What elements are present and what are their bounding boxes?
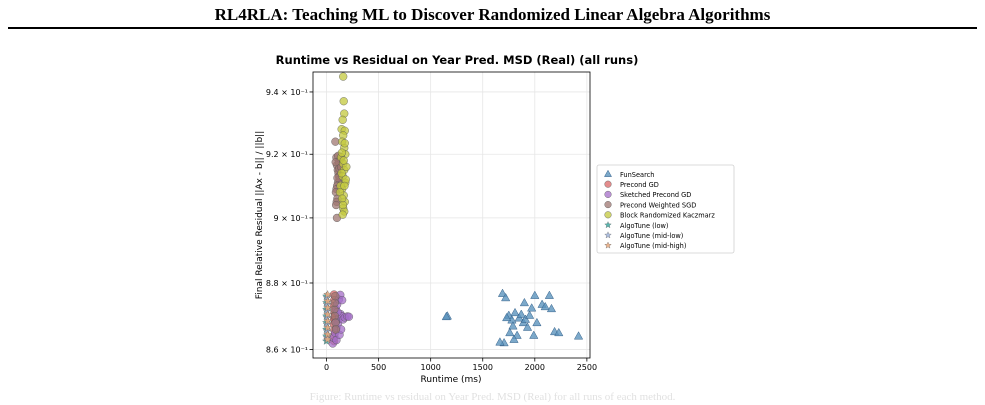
- data-point: [519, 297, 530, 307]
- x-tick-label: 2500: [577, 363, 597, 372]
- data-point: [501, 292, 511, 302]
- y-axis-ticks: 8.6 × 10⁻¹ 8.8 × 10⁻¹ 9 × 10⁻¹ 9.2 × 10⁻¹ 9.…: [266, 88, 313, 355]
- y-tick-label: 8.8 × 10⁻¹: [266, 279, 308, 288]
- y-tick-label: 8.6 × 10⁻¹: [266, 346, 308, 355]
- data-point: [508, 321, 518, 330]
- header-rule: [8, 27, 977, 29]
- legend-label: FunSearch: [620, 171, 654, 179]
- legend-marker: [604, 169, 612, 177]
- legend-label: Block Randomized Kaczmarz: [620, 212, 715, 220]
- data-point: [331, 292, 340, 301]
- plot-area: [312, 71, 591, 359]
- data-point: [337, 148, 347, 157]
- y-axis-label: Final Relative Residual ||Ax - b|| / ||b…: [255, 131, 265, 300]
- data-point: [505, 327, 515, 337]
- data-points: [322, 72, 584, 348]
- legend-marker: [604, 180, 612, 188]
- data-point: [339, 72, 348, 81]
- data-point: [323, 290, 332, 299]
- data-point: [323, 335, 332, 344]
- legend-label: Sketched Precond GD: [620, 191, 691, 199]
- legend-label: Precond GD: [620, 181, 659, 189]
- data-point: [510, 307, 520, 317]
- data-point: [509, 334, 519, 343]
- data-point: [497, 288, 508, 297]
- data-point: [540, 301, 550, 311]
- legend-marker: [604, 190, 612, 198]
- data-point: [532, 317, 542, 327]
- x-axis-label: Runtime (ms): [421, 375, 482, 385]
- x-axis-ticks: 0 500 1000 1500 2000 2500: [324, 358, 597, 372]
- gridlines: [313, 72, 590, 358]
- y-tick-label: 9.2 × 10⁻¹: [266, 150, 308, 159]
- legend-label: AlgoTune (mid-low): [620, 232, 683, 240]
- data-point: [340, 139, 349, 148]
- x-tick-label: 0: [324, 363, 329, 372]
- data-point: [516, 309, 526, 318]
- data-point: [554, 327, 564, 337]
- data-point: [331, 325, 341, 334]
- data-point: [337, 169, 346, 178]
- figure-caption: Figure: Runtime vs residual on Year Pred…: [309, 391, 676, 403]
- data-point: [573, 331, 584, 340]
- legend-marker: [604, 211, 612, 219]
- data-point: [323, 316, 332, 325]
- data-point: [338, 115, 347, 124]
- legend-marker: [604, 201, 612, 209]
- x-tick-label: 500: [371, 363, 386, 372]
- data-point: [524, 310, 535, 319]
- chart-title: Runtime vs Residual on Year Pred. MSD (R…: [276, 53, 639, 67]
- data-point: [441, 311, 451, 321]
- paper-header: RL4RLA: Teaching ML to Discover Randomiz…: [0, 0, 985, 30]
- paper-title: RL4RLA: Teaching ML to Discover Randomiz…: [214, 5, 771, 24]
- data-point: [527, 303, 537, 312]
- data-point: [344, 312, 354, 321]
- y-tick-label: 9 × 10⁻¹: [274, 214, 309, 223]
- data-point: [338, 296, 347, 305]
- data-point: [495, 337, 505, 346]
- data-point: [323, 296, 332, 305]
- legend-marker: [604, 231, 612, 239]
- data-point: [323, 303, 332, 312]
- data-point: [339, 156, 348, 165]
- legend-marker: [604, 241, 612, 249]
- data-point: [546, 303, 557, 313]
- legend-label: AlgoTune (mid-high): [620, 242, 686, 250]
- legend-items: FunSearch Precond GD Sketched Precond GD Pr…: [604, 169, 715, 250]
- legend-label: Precond Weighted SGD: [620, 201, 696, 209]
- legend-label: AlgoTune (low): [620, 222, 669, 230]
- data-point: [530, 290, 540, 299]
- legend-box: [596, 164, 735, 254]
- data-point: [502, 312, 512, 322]
- data-point: [323, 323, 332, 332]
- data-point: [340, 181, 349, 190]
- data-point: [323, 310, 332, 318]
- data-point: [522, 322, 533, 331]
- x-tick-label: 1000: [420, 363, 440, 372]
- y-tick-label: 9.4 × 10⁻¹: [266, 88, 308, 97]
- legend-marker: [604, 221, 612, 229]
- data-point: [544, 290, 554, 299]
- x-tick-label: 2000: [525, 363, 545, 372]
- data-point: [332, 200, 341, 210]
- x-tick-label: 1500: [473, 363, 493, 372]
- legend: FunSearch Precond GD Sketched Precond GD Pr…: [596, 164, 735, 254]
- data-point: [520, 314, 531, 323]
- data-point: [338, 210, 347, 219]
- data-point: [338, 200, 348, 210]
- data-point: [529, 330, 539, 339]
- data-point: [339, 97, 348, 106]
